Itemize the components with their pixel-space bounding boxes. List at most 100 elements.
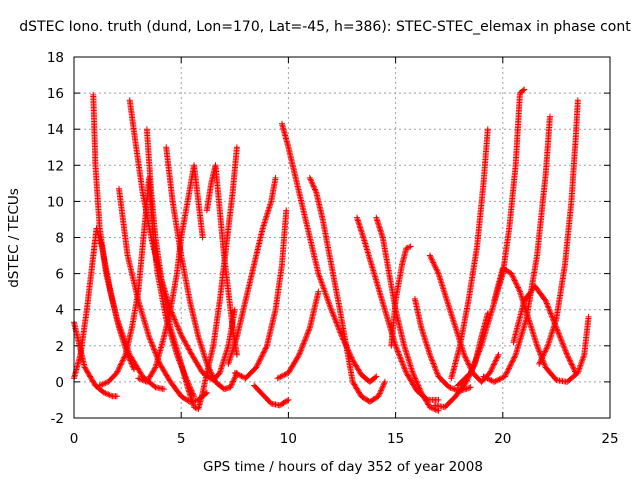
data-point [121,354,128,361]
data-point [181,338,188,345]
x-axis-label: GPS time / hours of day 352 of year 2008 [203,459,483,475]
data-point [210,374,217,381]
data-point [148,339,155,346]
data-point [119,357,126,364]
data-point [406,244,413,251]
data-point [332,318,339,325]
data-point [117,361,124,368]
data-point [329,309,336,316]
x-tick-label: 5 [177,431,186,447]
data-point [262,345,269,352]
data-point [187,349,194,356]
data-point [233,144,240,151]
x-tick-labels: 0 5 10 15 20 25 [70,431,619,447]
data-point [172,319,179,326]
data-point [117,362,124,369]
data-point [228,381,235,388]
data-point [103,390,110,397]
data-point [372,374,379,381]
data-point [261,348,268,355]
data-point [230,378,237,385]
data-point [336,328,343,335]
x-tick-label: 20 [494,431,511,447]
data-point [151,346,158,353]
data-point [255,360,262,367]
x-tick-label: 0 [70,431,79,447]
data-point [285,396,292,403]
data-point [207,369,214,376]
data-point [230,377,237,384]
data-point [235,371,242,378]
data-point [99,381,106,388]
data-point [151,383,158,390]
data-point [206,366,213,373]
data-point [257,355,264,361]
data-point [116,364,123,371]
data-point [172,317,179,324]
data-point [332,316,339,323]
chart-title: dSTEC Iono. truth (dund, Lon=170, Lat=-4… [19,19,631,35]
x-tick-label: 15 [387,431,404,447]
y-tick-label: 6 [55,267,64,283]
data-point [237,372,244,379]
data-point [231,306,238,313]
data-point [209,372,216,378]
data-point [175,325,182,331]
data-point [146,335,153,342]
data-point [176,327,183,334]
data-point [209,373,216,380]
data-point [238,373,245,380]
data-point [150,343,156,350]
data-point [261,346,268,353]
data-series [71,86,592,414]
data-point [183,342,190,349]
data-point [113,369,120,376]
data-point [101,380,107,387]
data-point [310,182,317,189]
data-point [227,384,234,391]
data-point [199,234,206,241]
data-point [135,375,142,382]
data-point [178,333,185,340]
data-point [233,370,240,377]
data-point [547,113,553,120]
data-point [307,176,314,183]
data-point [118,360,125,367]
y-tick-label: 12 [47,158,64,174]
data-point [178,332,185,338]
data-point [177,329,183,336]
data-point [283,207,290,214]
data-point [204,362,211,369]
data-point [312,186,318,193]
data-point [260,349,267,356]
data-point [259,352,266,359]
data-point [121,353,128,360]
data-point [98,381,105,388]
data-point [120,356,127,362]
y-tick-label: 2 [55,339,64,355]
data-point [139,377,146,384]
data-point [175,326,182,333]
data-point [181,337,188,344]
data-point [119,358,126,365]
y-tick-label: 18 [47,50,64,66]
x-tick-label: 25 [601,431,618,447]
data-point [114,368,121,375]
data-point [115,367,122,374]
data-point [147,338,154,345]
data-point [337,329,344,336]
data-point [151,365,158,372]
data-point [234,371,241,378]
data-point [373,373,380,380]
data-point [186,346,193,353]
data-point [259,350,266,357]
data-point [177,330,184,337]
data-point [173,320,180,327]
data-point [330,312,337,319]
data-point [146,333,152,340]
y-tick-label: 8 [55,231,64,247]
data-point [205,363,212,370]
data-point [138,376,145,383]
y-axis-label: dSTEC / TECUs [6,188,22,288]
data-point [161,386,167,393]
